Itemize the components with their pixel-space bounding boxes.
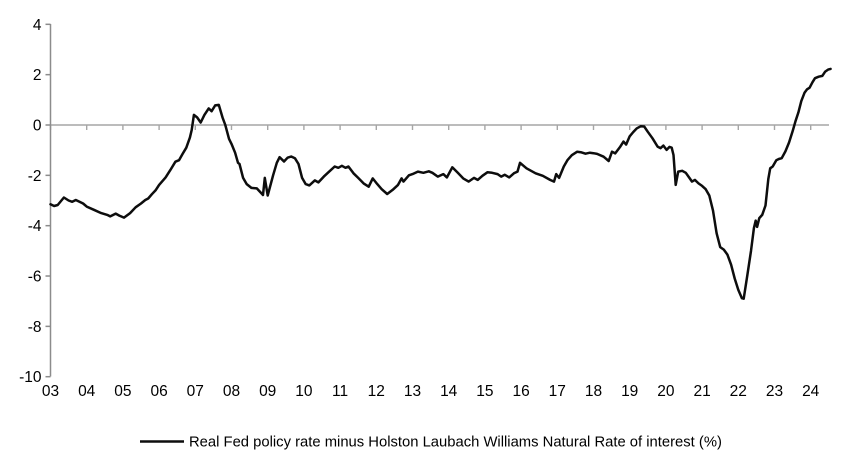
x-axis-label-04: 04 [78, 383, 96, 400]
x-axis-label-11: 11 [332, 383, 348, 400]
x-axis-label-06: 06 [150, 383, 167, 400]
y-axis-label-4: 4 [33, 17, 42, 34]
x-axis-label-19: 19 [621, 383, 638, 400]
x-axis-label-21: 21 [693, 383, 710, 400]
x-axis-label-10: 10 [295, 383, 313, 400]
x-axis-label-24: 24 [802, 383, 820, 400]
series-line-real-fed-policy-rate [49, 67, 832, 300]
x-axis-label-08: 08 [223, 383, 240, 400]
x-axis-label-09: 09 [259, 383, 276, 400]
x-axis-label-18: 18 [585, 383, 602, 400]
y-axis-label-0: 0 [33, 118, 42, 135]
x-axis-label-16: 16 [512, 383, 529, 400]
x-axis-label-17: 17 [549, 383, 566, 400]
x-axis-label-23: 23 [766, 383, 783, 400]
legend-label: Real Fed policy rate minus Holston Lauba… [189, 435, 722, 451]
x-axis-label-03: 03 [42, 383, 59, 400]
y-axis-label-2: 2 [33, 67, 42, 84]
x-axis-label-14: 14 [440, 383, 458, 400]
x-axis-label-13: 13 [404, 383, 421, 400]
x-axis-label-15: 15 [476, 383, 493, 400]
y-axis-label--8: -8 [28, 319, 42, 336]
x-axis-label-05: 05 [114, 383, 131, 400]
x-axis-label-07: 07 [187, 383, 204, 400]
x-axis-label-22: 22 [730, 383, 747, 400]
x-axis-label-20: 20 [657, 383, 675, 400]
x-axis-label-12: 12 [368, 383, 385, 400]
y-axis-label--6: -6 [28, 269, 42, 286]
y-axis-label--10: -10 [19, 369, 42, 386]
y-axis-label--4: -4 [28, 218, 42, 235]
y-axis-label--2: -2 [28, 168, 42, 185]
